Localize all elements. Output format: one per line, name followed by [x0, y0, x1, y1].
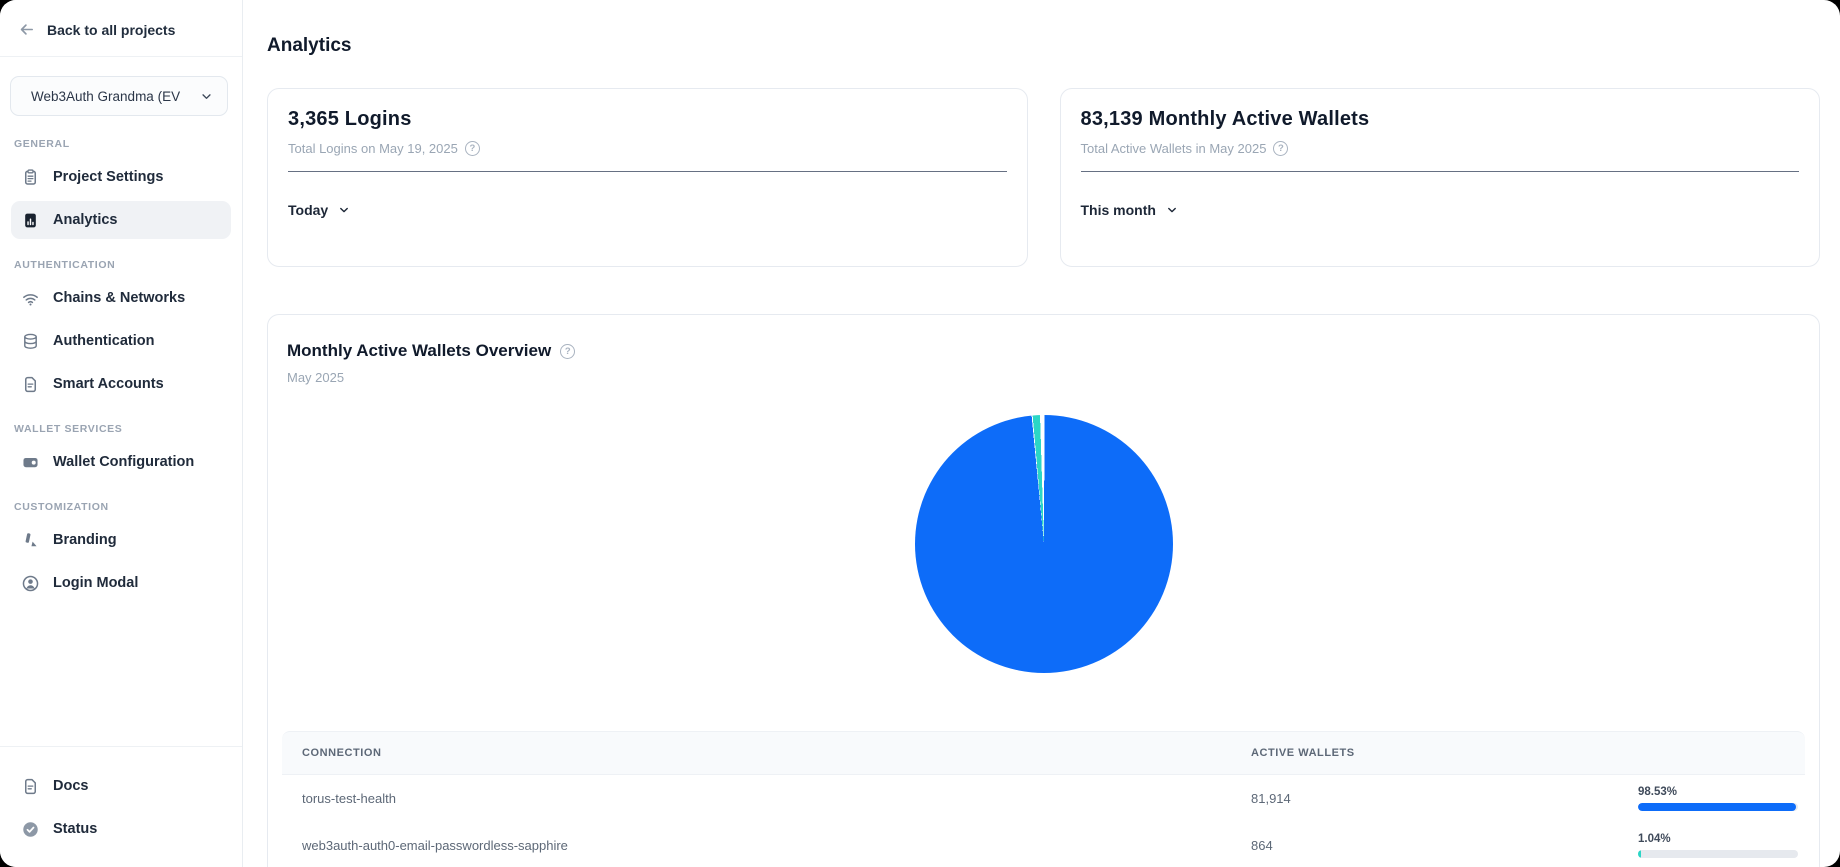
sidebar-divider [0, 56, 242, 57]
page-title: Analytics [267, 34, 352, 56]
sidebar-item-label: Smart Accounts [53, 376, 164, 392]
stat-card-divider [1080, 171, 1799, 173]
percent-label: 1.04% [1638, 833, 1671, 846]
sidebar-item-label: Project Settings [53, 169, 164, 185]
back-to-projects-link[interactable]: Back to all projects [0, 0, 242, 56]
help-icon[interactable]: ? [1273, 141, 1289, 157]
clipboard-icon [24, 168, 37, 185]
percent-bar-track [1638, 803, 1798, 812]
sidebar-item-label: Status [53, 821, 98, 837]
check-circle-icon [23, 821, 38, 837]
sidebar-item-authentication[interactable]: Authentication [11, 322, 231, 360]
connection-cell: web3auth-auth0-email-passwordless-sapphi… [302, 838, 568, 854]
maw-stat-subtitle: Total Active Wallets in May 2025 [1080, 141, 1267, 157]
main-content: Analytics 3,365 Logins Total Logins on M… [243, 0, 1840, 867]
document-icon [24, 376, 37, 392]
wifi-icon [23, 293, 38, 306]
chevron-down-icon [1168, 208, 1176, 213]
sidebar-item-wallet-configuration[interactable]: Wallet Configuration [11, 443, 231, 481]
sidebar-item-label: Branding [53, 532, 117, 548]
pie-chart-area [282, 415, 1805, 674]
sidebar-item-analytics[interactable]: Analytics [11, 201, 231, 239]
section-label-general: GENERAL [14, 138, 70, 150]
arrow-left-icon [20, 24, 34, 35]
sidebar-footer-divider [0, 746, 242, 747]
sidebar-item-label: Chains & Networks [53, 290, 186, 306]
user-circle-icon [22, 575, 39, 591]
sidebar-item-project-settings[interactable]: Project Settings [11, 158, 231, 196]
stat-cards-row: 3,365 Logins Total Logins on May 19, 202… [267, 88, 1820, 268]
brush-icon [25, 532, 37, 546]
overview-title: Monthly Active Wallets Overview [287, 341, 552, 361]
sidebar-item-label: Authentication [53, 333, 155, 349]
section-label-authentication: AUTHENTICATION [14, 259, 116, 271]
sidebar-item-docs[interactable]: Docs [11, 767, 231, 805]
sidebar-item-label: Wallet Configuration [53, 454, 195, 470]
maw-stat-value: 83,139 Monthly Active Wallets [1080, 108, 1370, 131]
database-icon [24, 333, 37, 349]
help-icon[interactable]: ? [464, 141, 480, 157]
logins-range-select[interactable]: Today [288, 202, 351, 218]
sidebar-item-label: Login Modal [53, 575, 139, 591]
maw-range-select[interactable]: This month [1081, 202, 1179, 218]
percent-bar-fill [1638, 803, 1796, 812]
chevron-down-icon [202, 93, 211, 99]
table-row: torus-test-health 81,914 98.53% [282, 775, 1805, 822]
sidebar-nav: GENERAL Project Settings Analytics AUTHE… [0, 118, 242, 607]
percent-label: 98.53% [1638, 786, 1678, 799]
sidebar-footer: Docs Status [0, 746, 242, 867]
wallet-icon [23, 457, 38, 467]
connections-table: CONNECTION ACTIVE WALLETS torus-test-hea… [282, 731, 1805, 867]
connection-cell: torus-test-health [302, 791, 396, 807]
mau-overview-card: Monthly Active Wallets Overview ? May 20… [267, 314, 1820, 867]
active-wallets-cell: 864 [1251, 838, 1273, 854]
percent-bar-fill [1638, 850, 1641, 859]
sidebar-item-branding[interactable]: Branding [11, 521, 231, 559]
percent-cell: 1.04% [1638, 833, 1805, 859]
logins-stat-subtitle: Total Logins on May 19, 2025 [288, 141, 458, 157]
sidebar-item-login-modal[interactable]: Login Modal [11, 564, 231, 602]
sidebar-item-smart-accounts[interactable]: Smart Accounts [11, 365, 231, 403]
percent-bar-track [1638, 850, 1798, 859]
mau-pie-chart [914, 415, 1173, 674]
percent-cell: 98.53% [1638, 786, 1805, 812]
help-icon[interactable]: ? [560, 343, 576, 359]
document-icon [24, 778, 37, 794]
project-selector[interactable]: Web3Auth Grandma (EV [10, 76, 228, 116]
section-label-wallet-services: WALLET SERVICES [14, 423, 123, 435]
active-wallets-cell: 81,914 [1251, 791, 1291, 807]
table-header-row: CONNECTION ACTIVE WALLETS [282, 731, 1805, 776]
analytics-chart-icon [25, 213, 36, 227]
back-label: Back to all projects [47, 21, 176, 38]
section-label-customization: CUSTOMIZATION [14, 501, 109, 513]
maw-range-value: This month [1080, 202, 1156, 219]
active-wallets-column-header: ACTIVE WALLETS [1251, 747, 1355, 760]
project-selector-value: Web3Auth Grandma (EV [31, 88, 181, 104]
sidebar-item-chains-networks[interactable]: Chains & Networks [11, 279, 231, 317]
sidebar-item-label: Analytics [53, 212, 118, 228]
connection-column-header: CONNECTION [302, 747, 382, 760]
table-row: web3auth-auth0-email-passwordless-sapphi… [282, 822, 1805, 867]
monthly-active-wallets-stat-card: 83,139 Monthly Active Wallets Total Acti… [1059, 88, 1820, 268]
logins-range-value: Today [288, 202, 329, 219]
chevron-down-icon [340, 208, 349, 213]
sidebar: Back to all projects Web3Auth Grandma (E… [0, 0, 243, 867]
stat-card-divider [288, 171, 1007, 173]
sidebar-item-status[interactable]: Status [11, 810, 231, 848]
sidebar-item-label: Docs [53, 778, 89, 794]
logins-stat-value: 3,365 Logins [288, 108, 412, 131]
logins-stat-card: 3,365 Logins Total Logins on May 19, 202… [267, 88, 1028, 268]
overview-subtitle: May 2025 [287, 370, 345, 386]
